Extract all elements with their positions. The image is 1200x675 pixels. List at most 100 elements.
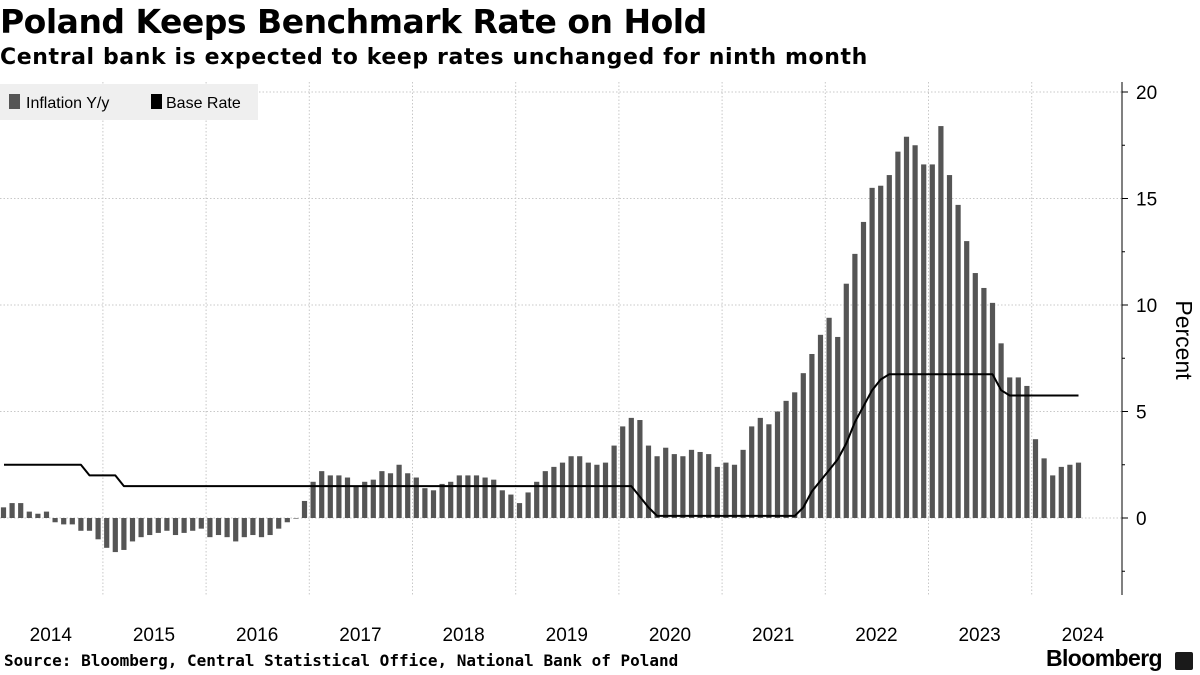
legend-swatch-inflation [9,94,20,109]
x-tick-label: 2018 [442,625,484,646]
inflation-bar [0,507,7,518]
inflation-bar [955,204,961,518]
inflation-bar [809,353,815,518]
y-tick-label: 10 [1136,296,1157,317]
bloomberg-logo-icon [1175,652,1193,670]
inflation-bar [353,486,359,518]
inflation-bar [422,488,428,518]
inflation-bar [645,445,652,518]
x-tick-label: 2017 [339,625,381,646]
inflation-bar [473,475,480,518]
y-tick-label: 0 [1136,509,1147,530]
inflation-bar [172,518,179,536]
inflation-bar [69,518,75,525]
inflation-bar [817,334,824,518]
inflation-bar [783,400,789,518]
inflation-bar [628,417,634,518]
inflation-bar [413,477,419,518]
inflation-bar [465,475,471,518]
inflation-bar [938,126,944,518]
x-tick-label: 2022 [855,625,897,646]
x-tick-label: 2021 [752,625,794,646]
inflation-bar [224,518,230,538]
y-tick-label: 5 [1136,403,1147,424]
axis-layer: 0 5 10 15 20 Percent 2014 2015 2016 2017 2018 2019 2… [30,82,1197,646]
inflation-bar [267,518,273,536]
inflation-bar [430,490,437,518]
x-tick-label: 2015 [133,625,175,646]
inflation-bar [800,373,806,518]
inflation-bar [749,426,755,518]
inflation-bar [714,466,720,518]
legend: Inflation Y/y Base Rate [0,84,258,120]
inflation-bar [972,273,978,518]
inflation-bar [637,420,643,518]
legend-background [0,84,258,120]
inflation-bar [370,479,376,518]
inflation-bar [155,518,161,533]
inflation-bar [525,492,531,518]
inflation-bar [1050,475,1056,518]
inflation-bar [491,479,497,518]
inflation-bar [147,518,153,536]
inflation-bar [319,471,325,518]
x-tick-label: 2024 [1062,625,1105,646]
inflation-bar [9,503,15,518]
inflation-bar [551,466,557,518]
x-tick-label: 2020 [649,625,691,646]
base-rate-line-group [4,373,1079,517]
y-axis-label: Percent [1171,300,1197,380]
x-tick-label: 2014 [30,625,73,646]
chart-subtitle: Central bank is expected to keep rates u… [0,45,868,70]
inflation-bar [516,503,523,518]
inflation-bar [344,477,351,518]
inflation-bar [981,287,987,518]
inflation-bar [215,518,222,536]
inflation-bar [336,475,342,518]
inflation-bar [731,464,738,518]
inflation-bar [439,483,445,518]
inflation-bar [989,302,996,518]
inflation-bar [534,481,540,518]
inflation-bar [585,462,591,518]
inflation-bar [774,411,781,518]
inflation-bar [903,136,910,519]
inflation-bar [1067,464,1073,518]
inflation-bar [912,145,918,518]
inflation-bar [78,518,84,531]
inflation-bar [198,518,204,529]
inflation-bar [43,511,50,518]
legend-label-base-rate: Base Rate [166,95,241,112]
inflation-bar [104,518,110,548]
inflation-bar [284,518,290,523]
inflation-bar [207,518,213,538]
inflation-bar [448,481,454,518]
inflation-bar [869,187,875,518]
inflation-bar [835,336,841,518]
inflation-bar [723,462,729,518]
inflation-bar [826,317,832,518]
inflation-bar [26,511,32,518]
inflation-bar [396,464,402,518]
inflation-bar [792,392,798,518]
inflation-bar [1075,462,1082,518]
inflation-bar [542,471,548,518]
legend-label-inflation: Inflation Y/y [26,95,109,112]
inflation-bar [602,462,609,518]
inflation-bar [568,456,574,518]
inflation-bar [1015,377,1021,518]
inflation-bar [164,518,170,531]
inflation-bar [387,473,394,518]
inflation-bar [129,518,136,542]
inflation-bar [1058,466,1064,518]
x-tick-label: 2016 [236,625,278,646]
inflation-bar [860,221,867,518]
inflation-bar [35,513,41,518]
inflation-bar [18,503,24,518]
legend-swatch-base-rate [151,94,162,109]
inflation-bar [929,164,935,519]
x-tick-label: 2019 [546,625,588,646]
inflation-bar [1024,385,1030,518]
inflation-bar [852,253,858,518]
